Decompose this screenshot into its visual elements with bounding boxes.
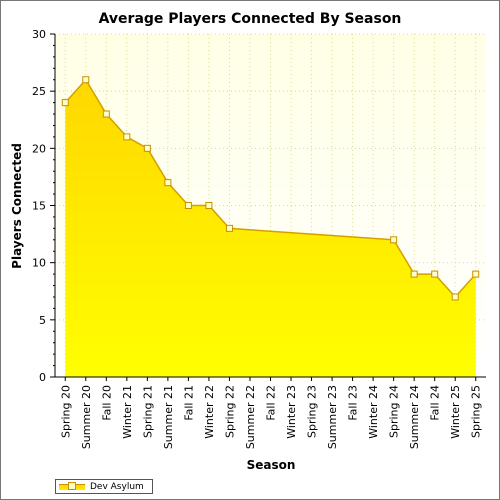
x-tick-label: Winter 23 [285,385,298,439]
y-axis-label: Players Connected [10,143,24,269]
x-tick-label: Fall 24 [429,385,442,421]
y-tick-label: 20 [32,142,46,155]
data-point-marker [410,270,418,278]
x-tick-label: Spring 22 [223,385,236,438]
x-tick-label: Spring 24 [388,385,401,438]
legend: Dev Asylum [55,479,153,494]
x-axis-label: Season [247,458,296,472]
y-tick-label: 25 [32,85,46,98]
x-tick-label: Winter 24 [367,385,380,439]
x-tick-label: Summer 22 [244,385,257,449]
x-tick-label: Spring 20 [59,385,72,438]
data-point-marker [184,202,192,209]
x-tick-label: Fall 20 [100,385,113,421]
data-point-marker [472,270,480,278]
data-point-marker [82,76,90,84]
y-tick-label: 15 [32,200,46,213]
x-tick-label: Spring 21 [141,385,154,438]
data-point-marker [205,202,213,209]
chart-title: Average Players Connected By Season [99,11,402,27]
data-point-marker [123,133,131,141]
y-tick-label: 5 [39,314,46,327]
data-point-marker [390,236,398,244]
series-area [65,79,476,377]
legend-label: Dev Asylum [90,481,144,492]
data-point-marker [431,270,439,278]
x-tick-label: Winter 21 [121,385,134,439]
x-tick-label: Fall 22 [265,385,278,421]
x-tick-label: Summer 23 [326,385,339,449]
data-point-marker [225,224,233,232]
legend-swatch-icon [59,481,85,492]
data-point-marker [143,144,151,152]
data-point-marker [102,110,110,118]
x-tick-label: Summer 21 [162,385,175,449]
x-tick-label: Spring 25 [470,385,483,438]
x-tick-label: Winter 22 [203,385,216,439]
y-tick-label: 30 [32,28,46,41]
y-tick-label: 10 [32,257,46,270]
y-tick-label: 0 [39,371,46,384]
x-tick-label: Spring 23 [306,385,319,438]
data-point-marker [451,293,459,301]
data-point-marker [61,99,69,107]
data-point-marker [164,179,172,187]
x-tick-label: Summer 24 [408,385,421,449]
x-tick-label: Winter 25 [449,385,462,439]
x-tick-label: Fall 21 [182,385,195,421]
x-tick-label: Fall 23 [347,385,360,421]
x-tick-label: Summer 20 [80,385,93,449]
